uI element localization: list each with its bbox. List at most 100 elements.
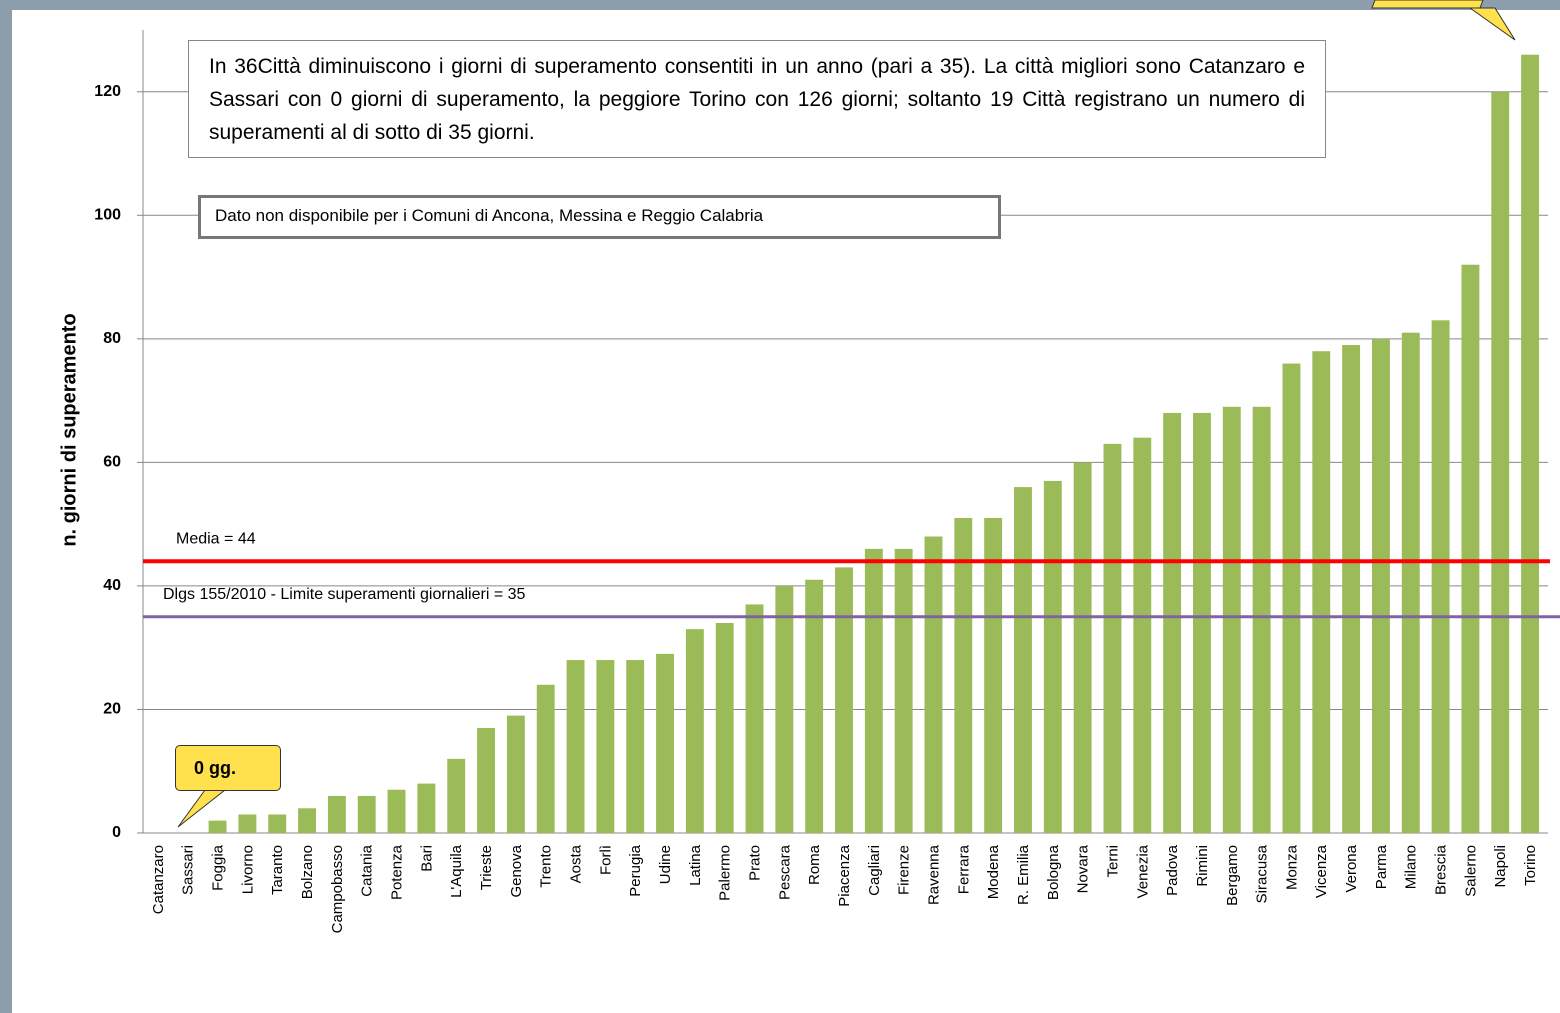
x-tick-label: Trieste <box>478 845 495 890</box>
x-tick-label: Taranto <box>269 845 286 895</box>
bar <box>357 795 376 833</box>
bar <box>1163 412 1182 833</box>
bar <box>775 585 794 833</box>
x-tick-label: Sassari <box>180 845 197 895</box>
x-tick-label: Milano <box>1403 845 1420 889</box>
x-tick-label: Bergamo <box>1224 845 1241 906</box>
bar <box>536 684 555 833</box>
callout-label: 0 gg. <box>175 745 281 791</box>
x-tick-label: Bolzano <box>299 845 316 899</box>
bar <box>1401 332 1420 833</box>
bar <box>238 814 257 833</box>
bar <box>1521 54 1540 833</box>
bar <box>387 789 406 833</box>
bar <box>1282 363 1301 833</box>
x-tick-label: Salerno <box>1462 845 1479 897</box>
bar <box>835 567 853 833</box>
x-tick-label: Foggia <box>210 844 227 891</box>
x-tick-label: Firenze <box>896 845 913 895</box>
y-tick-label: 0 <box>112 824 121 841</box>
bar <box>327 795 346 833</box>
y-tick-label: 60 <box>103 454 121 471</box>
bar <box>924 536 943 833</box>
bar <box>1342 345 1361 833</box>
bar <box>268 814 287 833</box>
x-tick-label: Catania <box>359 844 376 896</box>
bar <box>715 622 734 833</box>
bar <box>1193 412 1211 833</box>
bar <box>1461 264 1480 833</box>
bar <box>1312 351 1331 833</box>
x-tick-label: L'Aquila <box>448 844 465 898</box>
x-tick-label: Bari <box>418 845 435 872</box>
bar <box>805 579 824 833</box>
y-tick-label: 120 <box>94 83 121 100</box>
x-tick-label: Ravenna <box>925 844 942 905</box>
bar <box>745 604 764 833</box>
y-tick-label: 40 <box>103 577 121 594</box>
bar <box>1222 406 1241 833</box>
bar <box>1133 437 1152 833</box>
x-tick-label: Terni <box>1104 845 1121 878</box>
x-tick-label: Cagliari <box>866 845 883 896</box>
bar <box>954 517 973 833</box>
x-tick-label: Genova <box>508 844 525 897</box>
bar <box>894 548 913 833</box>
bar <box>1073 462 1092 833</box>
x-tick-label: Padova <box>1164 844 1181 896</box>
annotation-box: In 36Città diminuiscono i giorni di supe… <box>188 40 1326 158</box>
x-tick-label: Torino <box>1522 845 1539 886</box>
bar <box>417 783 436 833</box>
y-tick-label: 100 <box>94 207 121 224</box>
bar <box>864 548 883 833</box>
bar <box>477 727 495 833</box>
x-tick-label: Parma <box>1373 844 1390 889</box>
x-tick-label: Prato <box>746 845 763 881</box>
x-tick-label: Udine <box>657 845 674 884</box>
x-tick-label: Forlì <box>597 845 614 875</box>
x-tick-label: Potenza <box>389 844 406 900</box>
callout-top <box>1371 0 1516 41</box>
bar <box>626 660 645 833</box>
x-tick-label: Campobasso <box>329 845 346 933</box>
x-tick-label: Vicenza <box>1313 844 1330 898</box>
bar <box>656 653 674 833</box>
y-tick-label: 20 <box>103 701 121 718</box>
x-tick-label: Ferrara <box>955 844 972 894</box>
reference-label: Dlgs 155/2010 - Limite superamenti giorn… <box>163 586 526 603</box>
x-tick-label: Napoli <box>1492 845 1509 888</box>
x-tick-label: Trento <box>538 845 555 888</box>
annotation-box: Dato non disponibile per i Comuni di Anc… <box>198 195 1001 239</box>
bar <box>208 820 227 833</box>
bar <box>566 660 585 833</box>
bar <box>1431 320 1450 833</box>
bar <box>1252 406 1271 833</box>
x-tick-label: Monza <box>1283 844 1300 890</box>
x-tick-label: Pescara <box>776 844 793 900</box>
x-tick-label: Modena <box>985 844 1002 899</box>
x-tick-label: Verona <box>1343 844 1360 892</box>
chart-background <box>12 10 1560 1013</box>
x-tick-label: Latina <box>687 844 704 886</box>
x-tick-label: Venezia <box>1134 844 1151 898</box>
bar <box>506 715 525 833</box>
x-tick-label: Novara <box>1075 844 1092 893</box>
x-tick-label: Aosta <box>568 844 585 883</box>
y-axis-label: n. giorni di superamento <box>58 313 80 546</box>
x-tick-label: Bologna <box>1045 844 1062 900</box>
x-tick-label: R. Emilia <box>1015 844 1032 905</box>
bar <box>685 629 704 833</box>
x-tick-label: Livorno <box>239 845 256 894</box>
bar <box>298 808 317 833</box>
x-tick-label: Catanzaro <box>150 845 167 914</box>
x-tick-label: Perugia <box>627 844 644 896</box>
bar <box>1491 91 1510 834</box>
x-tick-label: Brescia <box>1433 844 1450 895</box>
bar <box>596 660 615 833</box>
bar <box>1371 338 1390 833</box>
bar <box>984 517 1003 833</box>
x-tick-label: Rimini <box>1194 845 1211 887</box>
x-tick-label: Piacenza <box>836 844 853 906</box>
